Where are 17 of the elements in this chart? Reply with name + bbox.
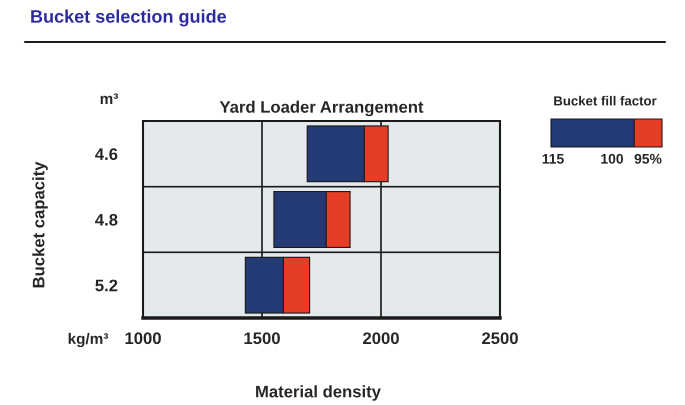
y-axis-title: Bucket capacity [32, 162, 48, 288]
text: m³ [100, 93, 118, 104]
text: 95% [634, 154, 662, 164]
x-tick-label: 1500 [244, 332, 280, 344]
text: kg/m³ [68, 332, 108, 348]
chart-subtitle: Yard Loader Arrangement [220, 100, 424, 116]
text: 115 [542, 154, 564, 164]
x-tick-label: 2000 [363, 332, 399, 344]
y-tick-label: 4.8 [95, 214, 118, 226]
x-axis-title: Material density [256, 385, 381, 401]
y-tick-label: 5.2 [95, 280, 118, 292]
text: 100 [601, 154, 624, 164]
legend-title: Bucket fill factor [554, 96, 656, 106]
x-tick-label: 2500 [482, 332, 518, 344]
chart-title: Bucket selection guide [31, 10, 226, 26]
x-tick-label: 1000 [126, 332, 161, 344]
y-tick-label: 4.6 [95, 148, 118, 160]
